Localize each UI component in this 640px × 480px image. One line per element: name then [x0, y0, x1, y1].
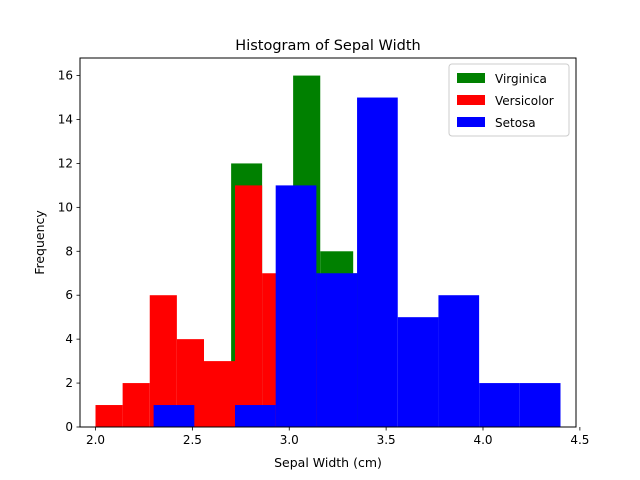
y-axis-label: Frequency: [32, 210, 47, 275]
x-tick-label: 4.0: [473, 433, 492, 447]
x-tick-label: 2.0: [86, 433, 105, 447]
y-tick-label: 10: [58, 200, 73, 214]
y-tick-label: 16: [58, 69, 73, 83]
bar-setosa-5: [357, 97, 398, 428]
bar-versicolor-5: [235, 185, 263, 427]
legend-label-virginica: Virginica: [495, 72, 547, 86]
x-axis-label: Sepal Width (cm): [274, 455, 382, 470]
y-axis: 0 2 4 6 8 10 12 14 16: [58, 69, 80, 434]
bar-setosa-3: [275, 185, 317, 427]
x-tick-label: 3.5: [377, 433, 396, 447]
y-tick-label: 4: [65, 332, 73, 346]
bar-versicolor-1: [122, 383, 150, 427]
legend-swatch-setosa: [457, 117, 485, 127]
legend: Virginica Versicolor Setosa: [448, 63, 570, 137]
legend-label-setosa: Setosa: [495, 116, 536, 130]
y-tick-label: 0: [65, 420, 73, 434]
y-tick-label: 6: [65, 288, 73, 302]
bar-setosa-8: [479, 383, 520, 427]
x-tick-label: 2.5: [183, 433, 202, 447]
histogram-bars: [95, 75, 561, 428]
chart-title: Histogram of Sepal Width: [235, 38, 420, 54]
y-tick-label: 8: [65, 244, 73, 258]
bar-setosa-4: [316, 273, 358, 427]
bar-versicolor-0: [95, 405, 123, 427]
plot-frame: [79, 57, 577, 428]
bar-setosa-0: [153, 405, 195, 427]
legend-label-versicolor: Versicolor: [495, 94, 554, 108]
x-tick-label: 4.5: [570, 433, 589, 447]
legend-swatch-virginica: [457, 73, 485, 83]
bar-setosa-9: [519, 383, 561, 427]
bar-setosa-7: [438, 295, 480, 427]
legend-swatch-versicolor: [457, 95, 485, 105]
bar-versicolor-4: [204, 361, 235, 427]
bar-setosa-6: [397, 317, 439, 427]
y-tick-label: 2: [65, 376, 73, 390]
x-axis: 2.0 2.5 3.0 3.5 4.0 4.5: [86, 427, 589, 447]
y-tick-label: 12: [58, 156, 73, 170]
y-tick-label: 14: [58, 113, 73, 127]
x-tick-label: 3.0: [280, 433, 299, 447]
bar-setosa-2: [235, 405, 276, 427]
